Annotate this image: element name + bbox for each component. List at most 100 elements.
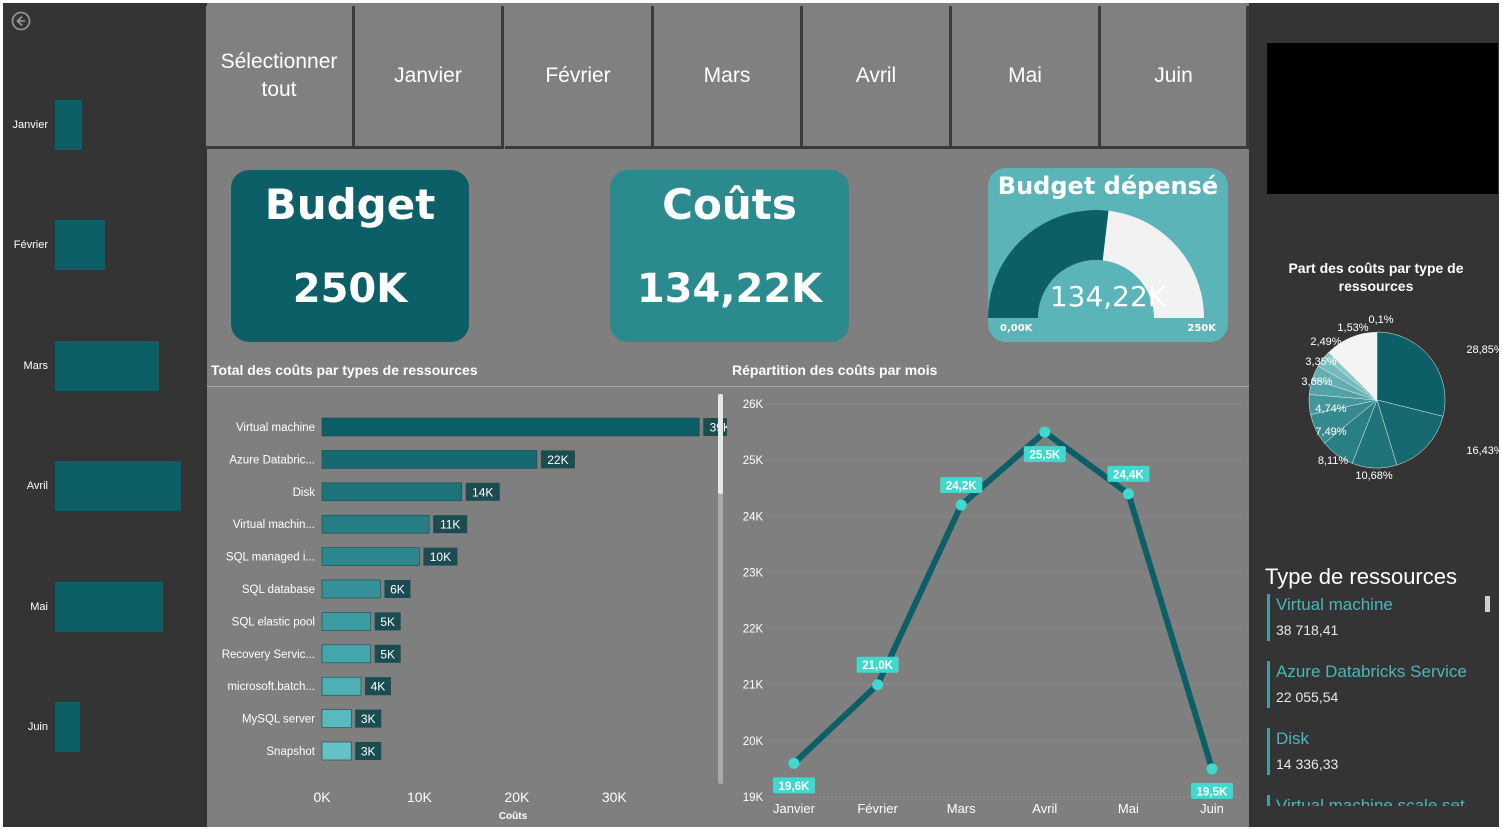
pie-data-label: 3,68% [1301, 376, 1332, 388]
pie-slice[interactable] [1328, 351, 1378, 401]
bar-scroll-thumb[interactable] [718, 394, 723, 494]
bar-data-label: 3K [361, 712, 376, 726]
resource-type-item[interactable]: Disk 14 336,33 [1267, 728, 1493, 775]
line-point[interactable] [1039, 426, 1051, 438]
resource-type-name: Virtual machine scale set [1276, 796, 1465, 806]
sidebar-month-bar[interactable] [55, 702, 81, 752]
resource-type-item[interactable]: Virtual machine 38 718,41 [1267, 594, 1493, 641]
budget-title: Budget [264, 180, 436, 229]
slicer-month-button[interactable]: Janvier [355, 6, 504, 149]
line-data-label-bg [1191, 782, 1233, 799]
gauge-chart [988, 210, 1204, 318]
bar-category-label: Azure Databric... [229, 454, 315, 466]
line-data-label: 19,5K [1197, 786, 1228, 798]
line-data-label-bg [773, 777, 815, 794]
sidebar-month-bar[interactable] [55, 340, 160, 391]
line-x-tick: Mai [1118, 801, 1139, 816]
slicer-month-button[interactable]: Juin [1101, 6, 1249, 149]
bar-category-label: SQL elastic pool [232, 616, 315, 628]
bar[interactable] [321, 482, 463, 502]
resource-type-item[interactable]: Virtual machine scale set [1267, 795, 1493, 806]
slicer-select-all-button[interactable]: Sélectionner tout [206, 6, 355, 149]
bar[interactable] [321, 741, 352, 761]
line-x-tick: Avril [1032, 801, 1057, 816]
bar-data-label-bg [433, 515, 468, 534]
line-y-tick: 26K [743, 399, 764, 411]
bar-scrollbar[interactable] [718, 394, 723, 784]
bar-x-tick: 10K [407, 789, 433, 805]
sidebar-month-label: Février [13, 239, 48, 252]
resource-type-scrollbar[interactable] [1485, 596, 1490, 612]
bar[interactable] [321, 547, 420, 566]
left-month-panel [3, 3, 207, 827]
cost-share-pie-chart: 28,85% 16,43% 10,68% 8,11% 7,49% 4,74% 3,68% 3,… [1301, 314, 1499, 482]
resource-type-value: 38 718,41 [1276, 622, 1339, 638]
bar[interactable] [321, 709, 352, 728]
resource-type-name: Disk [1276, 729, 1310, 748]
pie-data-label: 16,43% [1466, 445, 1499, 457]
line-data-label-bg [1023, 446, 1066, 463]
sidebar-month-bar[interactable] [55, 461, 181, 512]
line-y-tick: 25K [743, 455, 764, 467]
cost-by-month-line-chart: 26K 25K 24K 23K 22K 21K 20K 19K Janvier Février Ma… [743, 399, 1242, 816]
line-data-label: 24,2K [946, 481, 977, 493]
line-point[interactable] [955, 499, 967, 511]
back-arrow-icon[interactable] [11, 11, 31, 31]
pie-slice[interactable] [1376, 331, 1446, 417]
gauge-spent-arc [988, 210, 1109, 318]
slicer-month-button[interactable]: Mars [654, 6, 803, 149]
line-point[interactable] [1206, 763, 1218, 775]
bar[interactable] [321, 417, 700, 437]
line-data-label-bg [940, 477, 983, 494]
bar-data-label-bg [384, 580, 411, 598]
bar[interactable] [321, 514, 430, 534]
pie-slice-other[interactable] [1328, 332, 1377, 400]
bar-x-axis-title: Coûts [499, 811, 528, 822]
couts-value: 134,22K [636, 266, 823, 312]
bar-data-label: 5K [380, 615, 395, 629]
header-divider [207, 386, 1249, 387]
couts-card: Coûts 134,22K [610, 170, 849, 342]
line-point[interactable] [872, 679, 884, 691]
resource-type-value: 14 336,33 [1276, 756, 1339, 772]
sidebar-month-bar[interactable] [55, 220, 106, 271]
line-data-label: 21,0K [862, 660, 893, 672]
line-x-tick: Juin [1200, 801, 1224, 816]
pie-data-label: 1,53% [1337, 322, 1368, 334]
bar-x-tick: 20K [504, 789, 530, 805]
bar-category-label: Snapshot [266, 746, 315, 758]
bar-data-label: 10K [430, 550, 451, 564]
pie-slice[interactable] [1376, 399, 1444, 466]
bar[interactable] [321, 450, 538, 469]
sidebar-month-bar[interactable] [55, 100, 82, 150]
bar[interactable] [321, 676, 362, 696]
budget-value: 250K [292, 266, 408, 312]
bar-data-label-bg [355, 742, 382, 760]
bar-category-label: Virtual machine [236, 422, 315, 434]
resource-type-item[interactable]: Azure Databricks Service 22 055,54 [1267, 661, 1493, 708]
gauge-max-label: 250K [1187, 323, 1216, 334]
slicer-month-button[interactable]: Avril [803, 6, 952, 149]
bar-data-label: 11K [440, 518, 460, 532]
line-x-tick: Janvier [773, 801, 816, 816]
sidebar-month-bar[interactable] [55, 581, 163, 632]
bar[interactable] [321, 644, 372, 664]
gauge-value: 134,22K [1049, 280, 1167, 313]
couts-title: Coûts [662, 180, 797, 229]
bar[interactable] [321, 579, 381, 599]
gauge-card: Budget dépensé 134,22K 0,00K 250K [988, 168, 1228, 342]
line-x-tick: Février [857, 801, 898, 816]
slicer-month-button[interactable]: Mai [952, 6, 1101, 149]
resource-type-value: 22 055,54 [1276, 689, 1339, 705]
gauge-min-label: 0,00K [1000, 323, 1033, 334]
pie-data-label: 7,49% [1315, 426, 1346, 438]
resource-type-name: Virtual machine [1276, 595, 1393, 614]
resource-type-title: Type de ressources [1265, 564, 1457, 589]
line-point[interactable] [788, 757, 800, 769]
bar[interactable] [321, 612, 372, 631]
bar-category-label: SQL managed i... [226, 552, 315, 564]
slicer-month-button[interactable]: Février [505, 6, 654, 149]
line-point[interactable] [1122, 488, 1134, 500]
line-y-tick: 22K [743, 624, 764, 636]
resource-type-list[interactable]: Virtual machine 38 718,41 Azure Databricks… [1265, 594, 1493, 806]
